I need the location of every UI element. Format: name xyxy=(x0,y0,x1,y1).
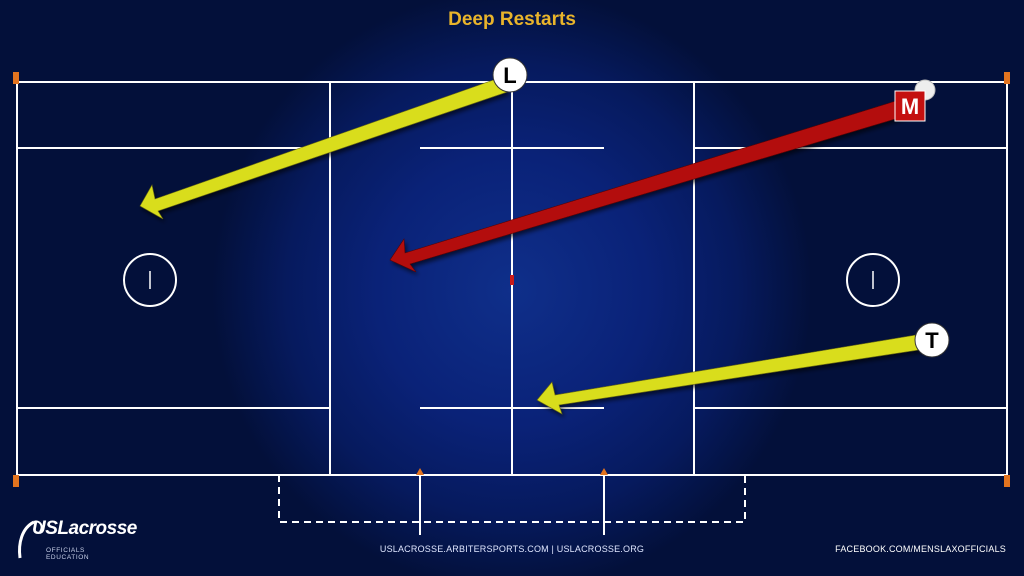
footer-center-links: USLACROSSE.ARBITERSPORTS.COM | USLACROSS… xyxy=(379,544,645,554)
pylon-top-right xyxy=(1004,72,1010,84)
official-trail-label: T xyxy=(925,328,939,353)
pylon-top-left xyxy=(13,72,19,84)
gate-marker-left xyxy=(416,468,424,475)
field-lines xyxy=(16,81,1008,535)
footer-facebook-link: FACEBOOK.COM/MENSLAXOFFICIALS xyxy=(835,544,1006,554)
gate-marker-right xyxy=(600,468,608,475)
crease-right xyxy=(846,253,900,307)
logo-main-text: USLacrosse xyxy=(32,518,137,539)
official-lead-label: L xyxy=(503,63,516,88)
uslacrosse-logo: USLacrosse OFFICIALS EDUCATION xyxy=(14,518,137,564)
crease-left xyxy=(123,253,177,307)
official-middle: M xyxy=(894,90,926,122)
page-title: Deep Restarts xyxy=(448,9,576,30)
lacrosse-stick-icon xyxy=(18,520,43,559)
pylon-bottom-right xyxy=(1004,475,1010,487)
pylon-bottom-left xyxy=(13,475,19,487)
center-x-mark xyxy=(510,275,514,285)
substitution-area xyxy=(278,475,746,523)
corner-pylons xyxy=(13,72,1010,487)
official-lead: L xyxy=(492,57,528,93)
trail-official-arrow xyxy=(536,333,926,415)
lead-official-arrow xyxy=(139,76,508,220)
logo-sub-text: OFFICIALS EDUCATION xyxy=(46,547,90,561)
official-middle-label: M xyxy=(901,94,919,119)
middle-official-arrow xyxy=(389,99,906,273)
official-trail: T xyxy=(914,322,950,358)
